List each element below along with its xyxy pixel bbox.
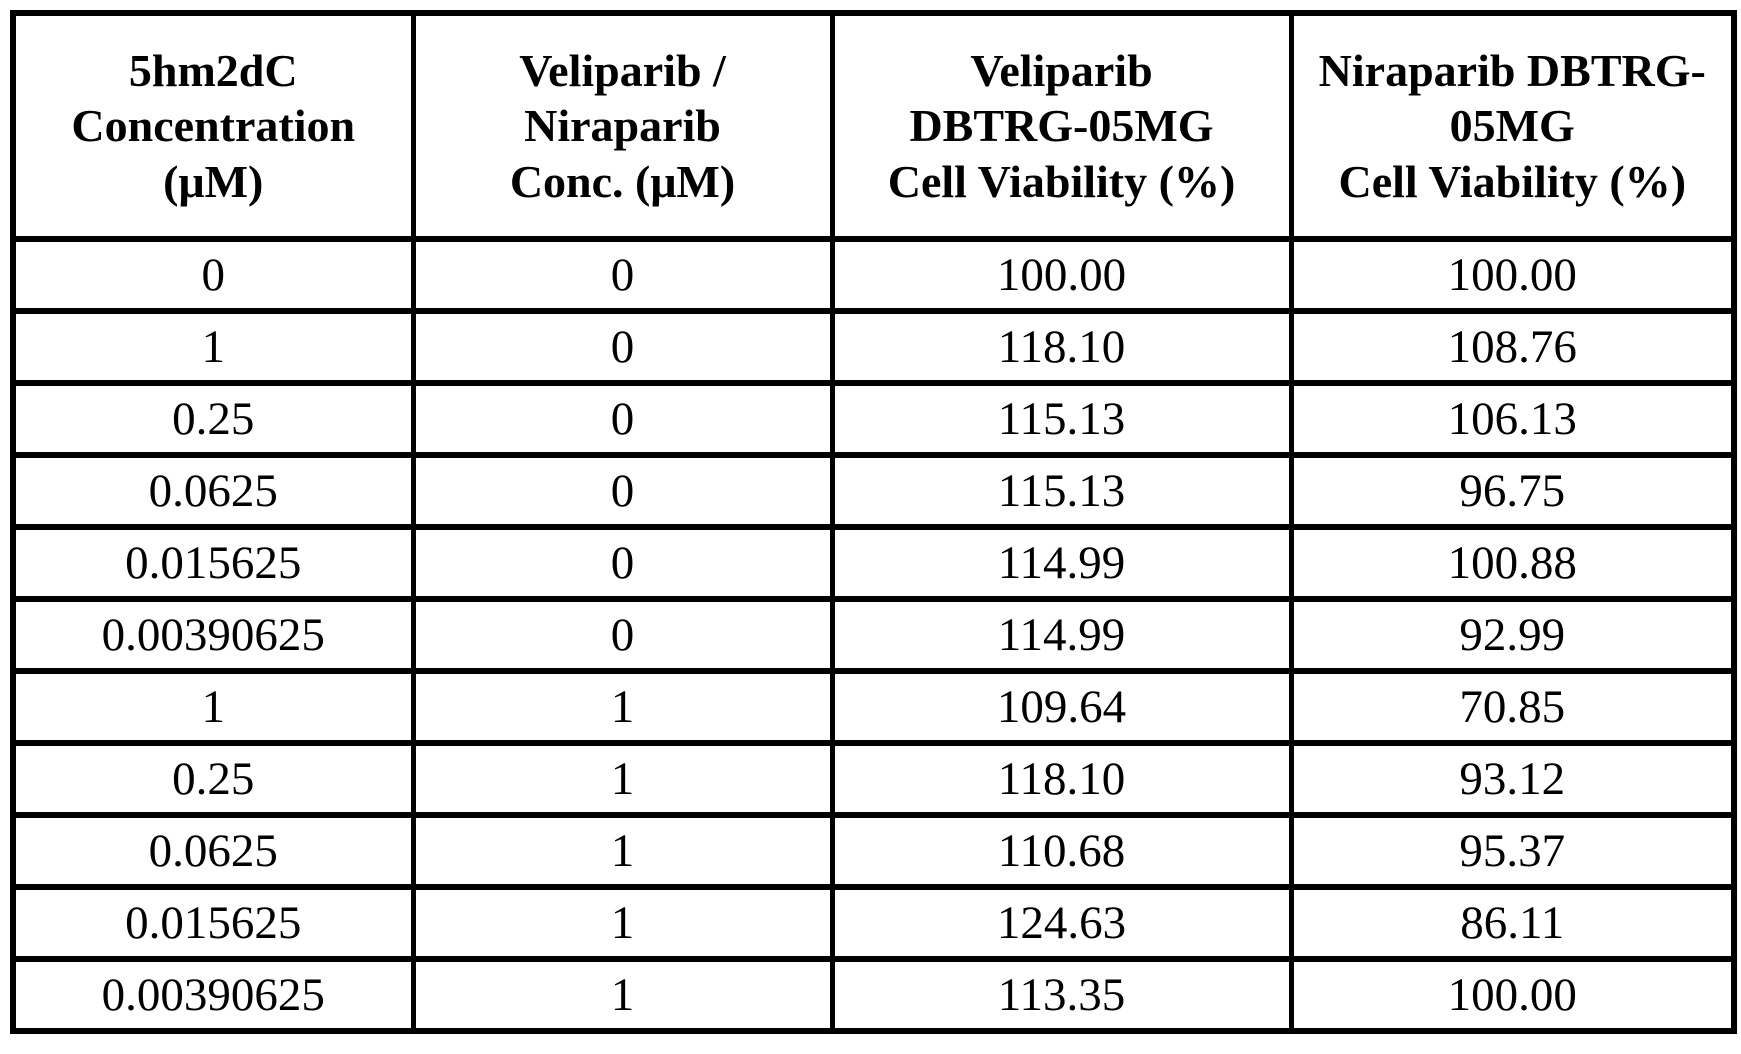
cell-viability-table: 5hm2dC Concentration (μM) Veliparib / Ni… (10, 10, 1737, 1034)
table-row: 1 1 109.64 70.85 (10, 668, 1737, 746)
table-cell: 110.68 (829, 812, 1294, 890)
table-cell: 0.0625 (10, 812, 416, 890)
table-header-row: 5hm2dC Concentration (μM) Veliparib / Ni… (10, 10, 1737, 242)
table-cell: 118.10 (829, 308, 1294, 386)
header-niraparib-cell-viability: Niraparib DBTRG- 05MG Cell Viability (%) (1288, 10, 1737, 242)
table-body: 0 0 100.00 100.00 1 0 118.10 108.76 0.25 0 115.13 1… (10, 236, 1737, 1034)
table-cell: 1 (410, 740, 835, 818)
table-cell: 109.64 (829, 668, 1294, 746)
table-cell: 0.015625 (10, 524, 416, 602)
table-cell: 92.99 (1288, 596, 1737, 674)
table-cell: 100.00 (1288, 236, 1737, 314)
table-cell: 0 (410, 308, 835, 386)
table-cell: 114.99 (829, 524, 1294, 602)
table-cell: 0 (10, 236, 416, 314)
table-row: 0.25 0 115.13 106.13 (10, 380, 1737, 458)
table-cell: 0 (410, 596, 835, 674)
table-cell: 118.10 (829, 740, 1294, 818)
table-cell: 96.75 (1288, 452, 1737, 530)
table-cell: 0.0625 (10, 452, 416, 530)
table-cell: 0.25 (10, 380, 416, 458)
table-cell: 0 (410, 236, 835, 314)
table-cell: 0 (410, 380, 835, 458)
table-cell: 93.12 (1288, 740, 1737, 818)
header-5hm2dc-concentration: 5hm2dC Concentration (μM) (10, 10, 416, 242)
table-cell: 100.88 (1288, 524, 1737, 602)
table-cell: 1 (10, 308, 416, 386)
table-cell: 100.00 (1288, 956, 1737, 1034)
table-cell: 70.85 (1288, 668, 1737, 746)
table-cell: 1 (10, 668, 416, 746)
table-cell: 0.00390625 (10, 596, 416, 674)
table-row: 0 0 100.00 100.00 (10, 236, 1737, 314)
table-cell: 0 (410, 524, 835, 602)
table-cell: 114.99 (829, 596, 1294, 674)
table-cell: 0.015625 (10, 884, 416, 962)
table-cell: 113.35 (829, 956, 1294, 1034)
table-cell: 106.13 (1288, 380, 1737, 458)
table-cell: 1 (410, 956, 835, 1034)
table-cell: 108.76 (1288, 308, 1737, 386)
table-cell: 95.37 (1288, 812, 1737, 890)
table-row: 0.00390625 0 114.99 92.99 (10, 596, 1737, 674)
header-veliparib-cell-viability: Veliparib DBTRG-05MG Cell Viability (%) (829, 10, 1294, 242)
table-row: 1 0 118.10 108.76 (10, 308, 1737, 386)
table-row: 0.015625 1 124.63 86.11 (10, 884, 1737, 962)
table-cell: 1 (410, 884, 835, 962)
table-row: 0.25 1 118.10 93.12 (10, 740, 1737, 818)
table-row: 0.00390625 1 113.35 100.00 (10, 956, 1737, 1034)
table-row: 0.015625 0 114.99 100.88 (10, 524, 1737, 602)
table-cell: 124.63 (829, 884, 1294, 962)
table-cell: 0.25 (10, 740, 416, 818)
table-cell: 1 (410, 668, 835, 746)
table-cell: 100.00 (829, 236, 1294, 314)
table-cell: 0.00390625 (10, 956, 416, 1034)
table-cell: 0 (410, 452, 835, 530)
table-header: 5hm2dC Concentration (μM) Veliparib / Ni… (10, 10, 1737, 242)
table-row: 0.0625 1 110.68 95.37 (10, 812, 1737, 890)
header-veliparib-niraparib-conc: Veliparib / Niraparib Conc. (μM) (410, 10, 835, 242)
table-cell: 115.13 (829, 452, 1294, 530)
table-cell: 115.13 (829, 380, 1294, 458)
table-cell: 1 (410, 812, 835, 890)
table-cell: 86.11 (1288, 884, 1737, 962)
table-row: 0.0625 0 115.13 96.75 (10, 452, 1737, 530)
